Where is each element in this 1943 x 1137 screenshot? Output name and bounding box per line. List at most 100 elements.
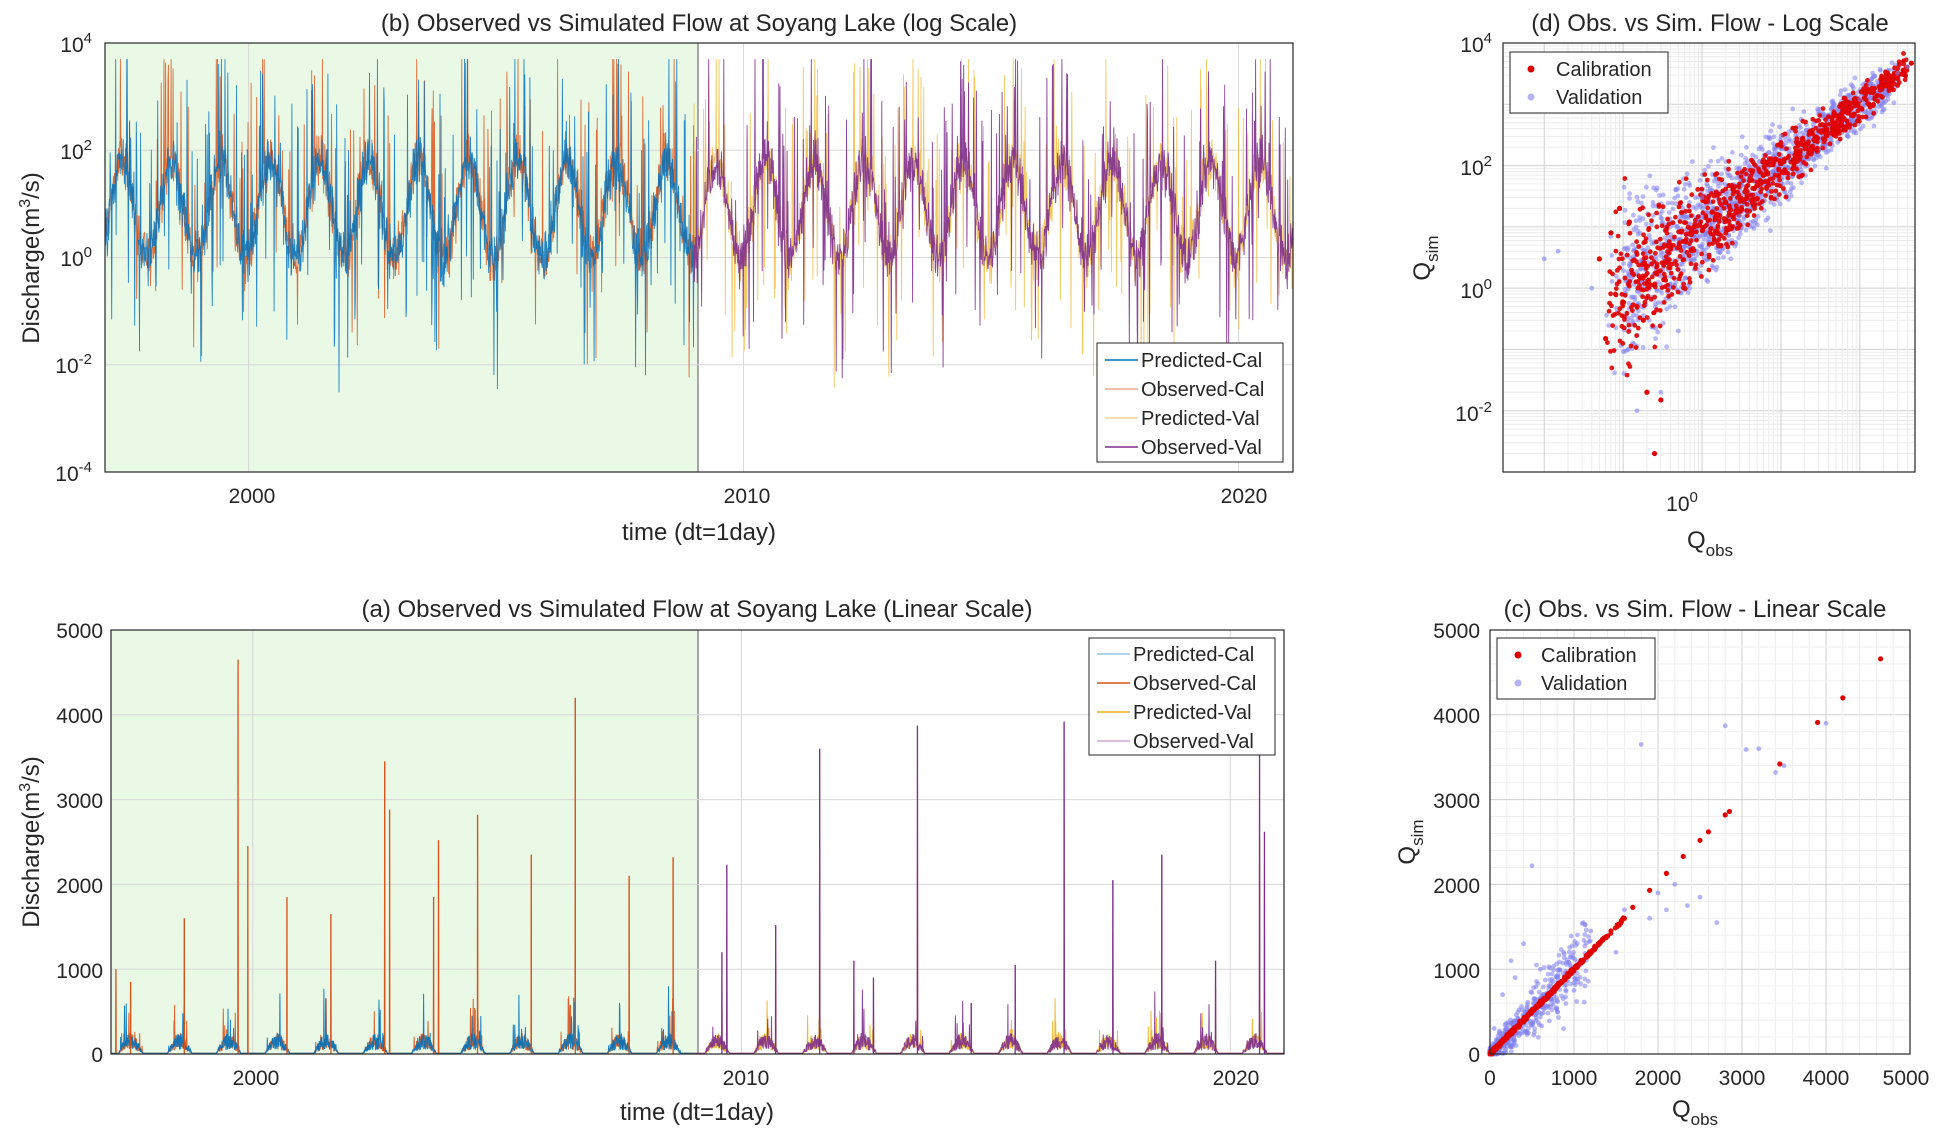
- series-predicted-cal: [111, 986, 693, 1055]
- validation-point: [1880, 99, 1886, 105]
- calibration-point: [1654, 271, 1660, 277]
- legend-b-obs-val: Observed-Val: [1141, 437, 1262, 459]
- calibration-point: [1747, 208, 1752, 214]
- validation-point: [1521, 941, 1526, 947]
- panel-d-ytick-m2: 10-2: [1455, 399, 1492, 426]
- validation-point: [1647, 915, 1652, 921]
- calibration-point: [1721, 196, 1727, 202]
- validation-point: [1673, 201, 1679, 207]
- calibration-point: [1741, 178, 1746, 184]
- calibration-point: [1760, 172, 1767, 178]
- validation-point: [1553, 974, 1559, 980]
- calibration-point: [1737, 209, 1743, 215]
- calibration-point: [1713, 189, 1719, 195]
- validation-point: [1842, 87, 1848, 92]
- calibration-point: [1865, 101, 1870, 106]
- calibration-point: [1626, 283, 1632, 289]
- validation-point: [1673, 223, 1679, 229]
- validation-point: [1650, 203, 1656, 209]
- calibration-point: [1652, 250, 1658, 256]
- calibration-point: [1533, 1004, 1539, 1009]
- calibration-point: [1755, 183, 1760, 189]
- calibration-point: [1735, 220, 1741, 226]
- calibration-point: [1588, 950, 1594, 956]
- validation-point: [1756, 746, 1762, 752]
- validation-point: [1708, 158, 1714, 164]
- calibration-point: [1663, 277, 1669, 283]
- calibration-point: [1817, 113, 1823, 118]
- validation-point: [1630, 212, 1636, 218]
- validation-point: [1672, 195, 1677, 201]
- validation-point: [1669, 200, 1675, 206]
- calibration-point: [1610, 323, 1615, 328]
- legend-a-obs-val: Observed-Val: [1133, 731, 1254, 753]
- calibration-point: [1847, 100, 1852, 106]
- validation-point: [1710, 265, 1716, 270]
- calibration-point: [1870, 103, 1876, 108]
- calibration-point: [1624, 252, 1630, 258]
- calibration-point: [1756, 168, 1762, 174]
- validation-point: [1508, 958, 1514, 964]
- validation-point: [1694, 253, 1699, 259]
- validation-point: [1797, 130, 1802, 135]
- calibration-point: [1703, 215, 1709, 221]
- validation-point: [1725, 249, 1731, 255]
- calibration-point: [1680, 853, 1686, 860]
- calibration-point: [1663, 870, 1669, 876]
- calibration-point: [1686, 203, 1692, 209]
- calibration-point: [1610, 271, 1615, 277]
- validation-point: [1535, 1034, 1541, 1040]
- validation-point: [1697, 894, 1703, 900]
- validation-point: [1640, 194, 1646, 200]
- validation-point: [1554, 1009, 1560, 1014]
- validation-point: [1702, 236, 1707, 242]
- panel-a: (a) Observed vs Simulated Flow at Soyang…: [17, 596, 1285, 1126]
- calibration-point: [1681, 220, 1687, 226]
- validation-point: [1697, 233, 1703, 239]
- calibration-point: [1812, 134, 1818, 140]
- panel-d-axes-box: [1502, 42, 1916, 473]
- calibration-point: [1850, 90, 1856, 96]
- validation-point: [1800, 130, 1806, 136]
- calibration-point: [1764, 179, 1769, 185]
- calibration-point: [1618, 251, 1624, 257]
- validation-point: [1878, 68, 1883, 73]
- validation-point: [1537, 1014, 1543, 1020]
- calibration-point: [1642, 299, 1648, 305]
- calibration-point: [1778, 161, 1783, 167]
- validation-point: [1529, 1022, 1535, 1028]
- calibration-point: [1634, 252, 1640, 257]
- validation-point: [1744, 144, 1749, 150]
- validation-point: [1554, 998, 1560, 1003]
- calibration-point: [1665, 216, 1670, 222]
- validation-point: [1621, 268, 1626, 273]
- validation-point: [1556, 1015, 1561, 1020]
- validation-point: [1583, 927, 1589, 933]
- validation-point: [1742, 160, 1748, 166]
- calibration-point: [1643, 255, 1649, 261]
- validation-point: [1715, 158, 1721, 164]
- legend-b-pred-val: Predicted-Val: [1141, 408, 1260, 430]
- calibration-point: [1677, 254, 1683, 259]
- validation-point: [1722, 181, 1728, 187]
- calibration-point: [1620, 303, 1626, 309]
- validation-point: [1789, 193, 1794, 199]
- validation-point: [1621, 184, 1627, 190]
- calibration-point: [1781, 186, 1786, 191]
- calibration-point: [1814, 118, 1819, 124]
- calibration-point: [1770, 181, 1776, 186]
- calibration-point: [1664, 224, 1670, 230]
- validation-point: [1515, 1009, 1521, 1015]
- validation-point: [1717, 250, 1723, 256]
- calibration-point: [1695, 214, 1701, 220]
- calibration-point: [1712, 214, 1718, 220]
- calibration-point: [1790, 166, 1795, 172]
- validation-point: [1556, 967, 1562, 973]
- calibration-point: [1495, 1043, 1501, 1049]
- calibration-point: [1706, 267, 1712, 273]
- validation-point: [1763, 217, 1769, 223]
- panel-a-ytick-4000: 4000: [56, 705, 103, 728]
- calibration-point: [1642, 260, 1647, 266]
- validation-point: [1635, 228, 1640, 234]
- validation-point: [1649, 222, 1654, 227]
